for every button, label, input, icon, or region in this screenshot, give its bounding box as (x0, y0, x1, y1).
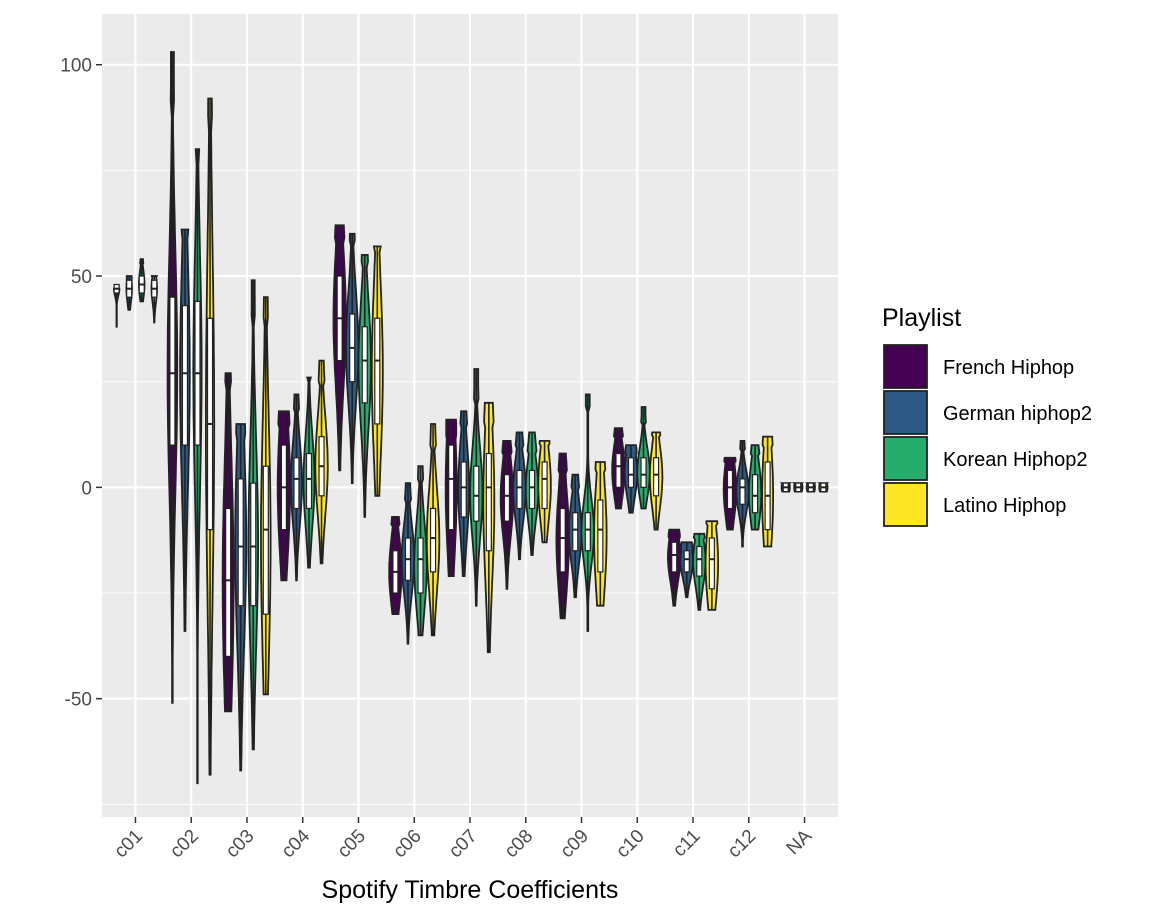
y-tick-label: -50 (65, 690, 92, 711)
x-axis: c01 c02 c03 c04 c05 c06 c07 c08 c09 c10 c11 c12 NA (110, 817, 816, 862)
box (739, 478, 746, 505)
box (696, 545, 703, 577)
box (541, 461, 548, 510)
y-axis: -50 0 50 100 (60, 56, 102, 711)
y-tick-label: 100 (60, 56, 92, 77)
legend-key (883, 390, 928, 435)
box (225, 507, 232, 657)
box (615, 452, 622, 488)
box (652, 457, 660, 497)
legend-label: German hiphop2 (943, 403, 1092, 425)
box (708, 537, 715, 590)
legend-key (883, 344, 928, 389)
legend-title: Playlist (882, 304, 961, 332)
x-tick-label: c04 (278, 825, 315, 862)
box (503, 474, 511, 522)
legend-key (883, 436, 928, 481)
box (516, 469, 523, 510)
x-tick-label: c02 (166, 826, 203, 863)
box (572, 512, 579, 552)
x-tick-label: c08 (501, 826, 538, 863)
x-axis-title: Spotify Timbre Coefficients (322, 876, 619, 904)
y-tick-label: 50 (71, 267, 92, 288)
x-tick-label: c09 (557, 826, 594, 863)
box (528, 469, 536, 510)
x-tick-label: c10 (612, 826, 649, 863)
y-tick-label: 0 (81, 478, 92, 499)
x-tick-label: NA (783, 825, 817, 859)
box (429, 507, 437, 573)
box (460, 461, 467, 518)
legend-label: Korean Hiphop2 (943, 449, 1088, 471)
box (726, 469, 734, 510)
box (361, 326, 368, 404)
grid-major (102, 14, 838, 817)
box (250, 482, 257, 607)
box (597, 499, 604, 573)
x-tick-label: c05 (334, 826, 371, 863)
box (473, 465, 480, 522)
box (374, 317, 381, 425)
box (584, 512, 591, 552)
x-tick-label: c11 (669, 826, 705, 862)
x-tick-label: c07 (445, 826, 482, 863)
violins (113, 51, 830, 785)
x-tick-label: c12 (724, 826, 761, 863)
legend-label: Latino Hiphop (943, 495, 1066, 517)
legend-label: French Hiphop (943, 357, 1074, 379)
box (559, 507, 566, 573)
box (683, 550, 690, 573)
box (485, 452, 492, 552)
box (627, 457, 635, 488)
x-tick-label: c03 (222, 826, 259, 863)
legend-key (883, 482, 928, 527)
box (671, 541, 678, 573)
box (181, 305, 189, 446)
box (417, 537, 424, 594)
legend: Playlist French Hiphop German hiphop2 Kore… (882, 304, 1092, 527)
box (448, 444, 455, 531)
box (640, 457, 647, 488)
box (305, 452, 313, 510)
box (237, 478, 244, 607)
box (169, 296, 176, 446)
x-tick-label: c06 (389, 826, 426, 863)
x-tick-label: c01 (110, 826, 147, 863)
box (751, 474, 759, 514)
box (262, 465, 269, 615)
box (293, 457, 300, 510)
